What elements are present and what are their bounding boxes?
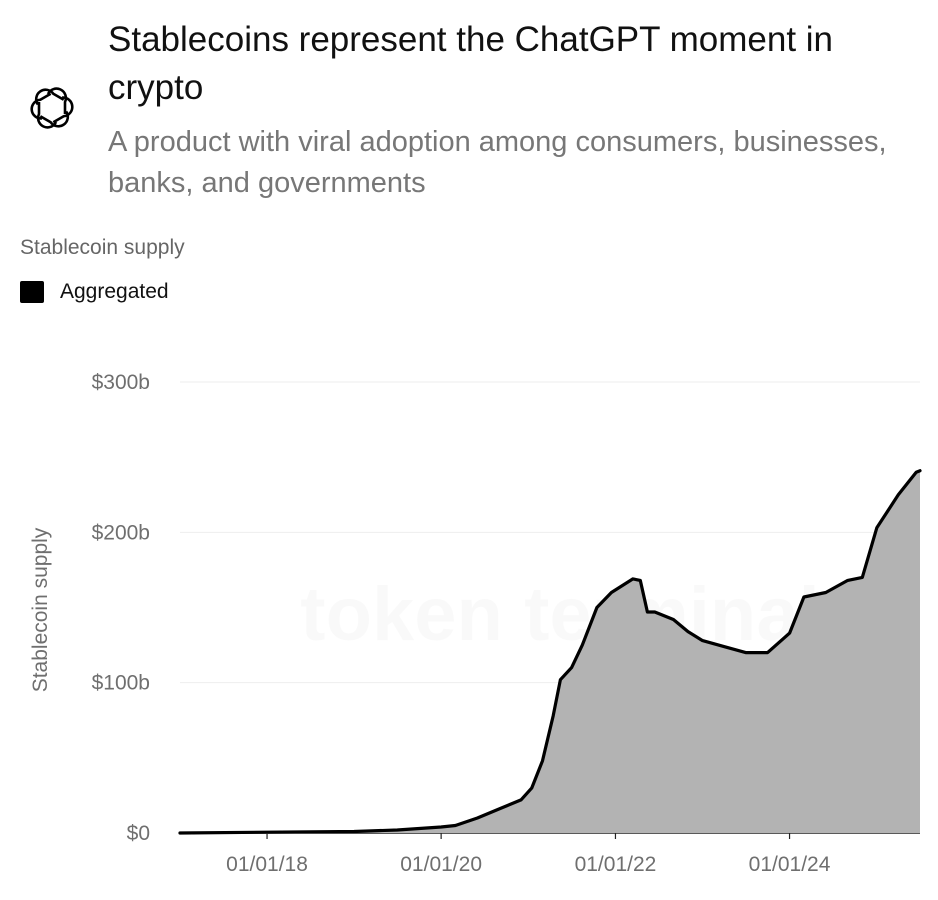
page-title: Stablecoins represent the ChatGPT moment… (108, 20, 834, 107)
chart-label: Stablecoin supply (20, 236, 185, 259)
legend-label: Aggregated (60, 280, 169, 303)
y-axis-ticks: $0 $100b $200b $300b (92, 371, 150, 845)
y-axis-title: Stablecoin supply (29, 527, 52, 692)
watermark: token terminal (300, 572, 819, 657)
y-tick-label: $0 (127, 822, 150, 845)
page-subtitle: A product with viral adoption among cons… (108, 126, 887, 199)
series-line-aggregated (178, 469, 922, 835)
y-tick-label: $200b (92, 521, 150, 544)
y-tick-label: $300b (92, 371, 150, 394)
x-axis-ticks: 01/01/18 01/01/20 01/01/22 01/01/24 (226, 833, 831, 876)
y-tick-label: $100b (92, 672, 150, 695)
legend-swatch (20, 281, 44, 303)
stablecoin-supply-chart: token terminal $0 $100b $200b $300b 01/01/1… (29, 371, 922, 876)
x-tick-label: 01/01/22 (575, 853, 657, 876)
x-tick-label: 01/01/18 (226, 853, 308, 876)
openai-logo-icon (30, 87, 74, 129)
x-tick-label: 01/01/20 (400, 853, 482, 876)
x-tick-label: 01/01/24 (749, 853, 831, 876)
series-area-aggregated (180, 470, 920, 833)
legend[interactable]: Aggregated (20, 280, 169, 304)
